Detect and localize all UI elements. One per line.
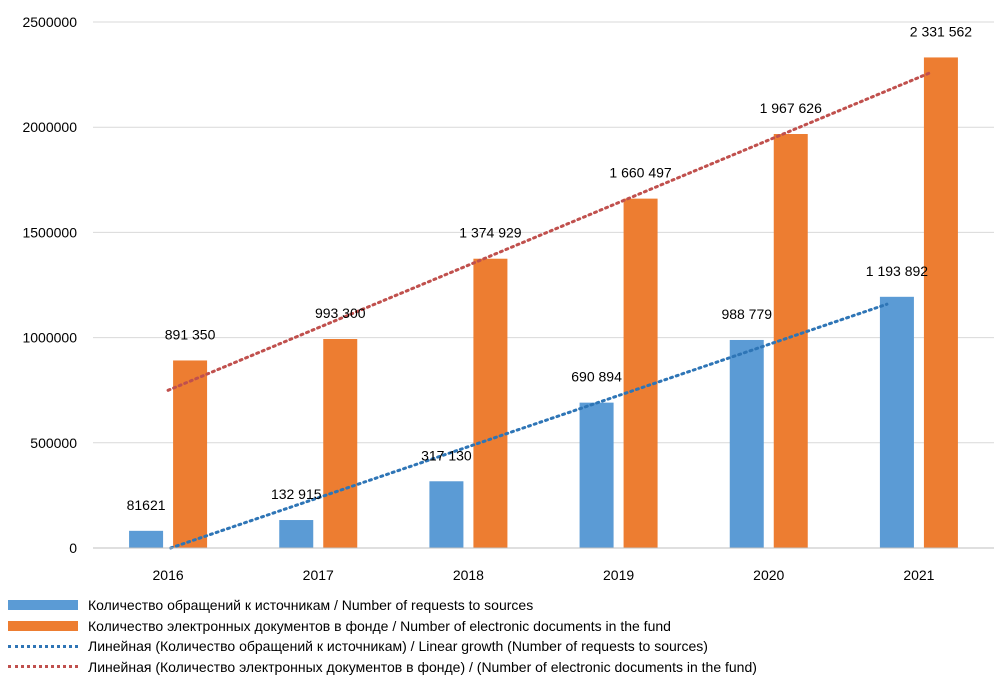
bar-documents <box>623 198 658 549</box>
x-tick-label: 2018 <box>453 567 484 583</box>
bar-documents <box>923 57 958 548</box>
legend-swatch-requests <box>8 600 78 611</box>
data-label: 317 130 <box>421 447 472 463</box>
legend-item-trend-requests: Линейная (Количество обращений к источни… <box>8 636 757 657</box>
x-axis: 2016 2017 2018 2019 2020 2021 <box>93 547 994 583</box>
legend-label-documents: Количество электронных документов в фонд… <box>88 617 671 634</box>
legend-swatch-documents <box>8 620 78 631</box>
bar-requests <box>879 296 914 548</box>
legend-label-trend-documents: Линейная (Количество электронных докумен… <box>88 658 757 675</box>
data-label: 81621 <box>127 497 166 513</box>
bar-requests <box>279 520 314 548</box>
legend-swatch-trend-documents <box>8 665 78 669</box>
data-labels: 81621 132 915 317 130 690 894 988 779 1 193 8… <box>127 23 973 512</box>
y-tick-label: 0 <box>69 540 77 556</box>
y-tick-label: 500000 <box>30 435 77 451</box>
bar-documents <box>323 339 358 548</box>
data-label: 132 915 <box>271 486 322 502</box>
data-label: 1 660 497 <box>609 165 671 181</box>
bar-documents <box>173 360 208 548</box>
y-tick-label: 1500000 <box>22 224 77 240</box>
legend-label-requests: Количество обращений к источникам / Numb… <box>88 597 534 614</box>
data-label: 988 779 <box>721 306 772 322</box>
bars <box>129 57 958 549</box>
data-label: 1 193 892 <box>866 263 928 279</box>
data-label: 690 894 <box>571 369 622 385</box>
y-axis: 0 500000 1000000 1500000 2000000 2500000 <box>22 14 77 556</box>
x-tick-label: 2017 <box>303 567 334 583</box>
legend-item-documents: Количество электронных документов в фонд… <box>8 616 757 637</box>
x-tick-label: 2019 <box>603 567 634 583</box>
trendlines <box>166 70 933 550</box>
y-tick-label: 2000000 <box>22 119 77 135</box>
bar-chart: 0 500000 1000000 1500000 2000000 2500000 8162… <box>22 14 994 583</box>
y-tick-label: 2500000 <box>22 14 77 30</box>
gridlines <box>93 21 994 444</box>
bar-requests <box>129 530 164 548</box>
bar-documents <box>473 258 508 548</box>
legend-swatch-trend-requests <box>8 644 78 648</box>
legend: Количество обращений к источникам / Numb… <box>8 595 757 677</box>
data-label: 993 300 <box>315 305 366 321</box>
data-label: 1 967 626 <box>760 100 822 116</box>
bar-requests <box>729 339 764 548</box>
x-tick-label: 2016 <box>153 567 184 583</box>
x-tick-label: 2020 <box>753 567 784 583</box>
legend-label-trend-requests: Линейная (Количество обращений к источни… <box>88 638 708 655</box>
data-label: 891 350 <box>165 326 216 342</box>
trendline-documents <box>166 70 933 392</box>
y-tick-label: 1000000 <box>22 330 77 346</box>
trendline-requests <box>169 302 889 550</box>
legend-item-trend-documents: Линейная (Количество электронных докумен… <box>8 657 757 678</box>
data-label: 2 331 562 <box>910 23 972 39</box>
data-label: 1 374 929 <box>459 225 521 241</box>
bar-requests <box>429 481 464 548</box>
x-tick-label: 2021 <box>903 567 934 583</box>
legend-item-requests: Количество обращений к источникам / Numb… <box>8 595 757 616</box>
bar-requests <box>579 402 614 548</box>
